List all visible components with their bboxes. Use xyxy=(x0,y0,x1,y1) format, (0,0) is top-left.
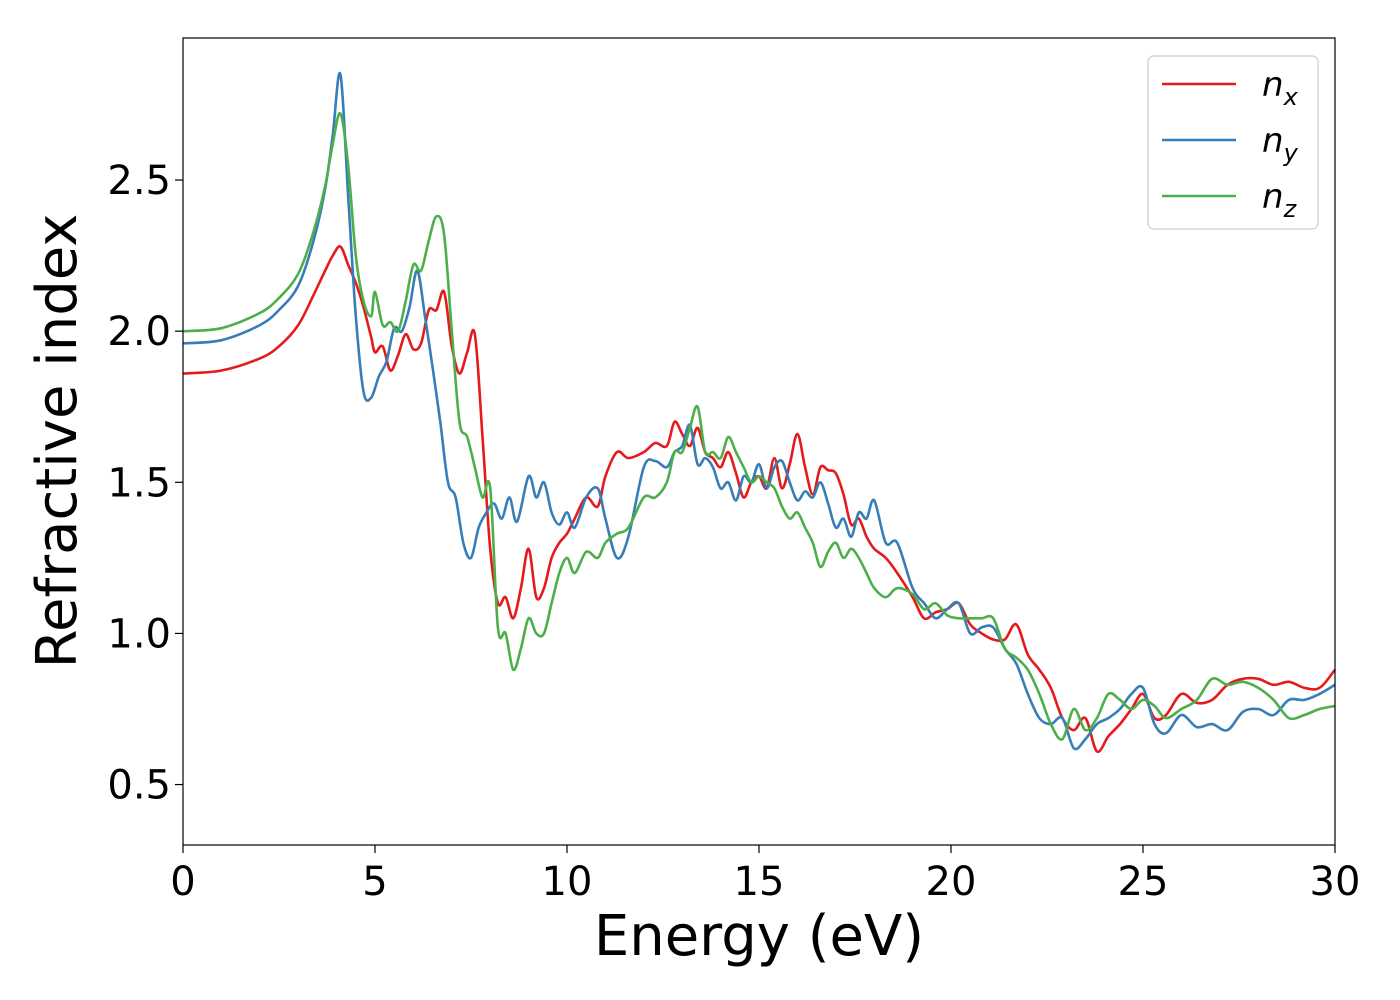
x-tick-label: 15 xyxy=(734,859,785,905)
legend-items: nx ny nz xyxy=(1162,65,1299,223)
legend: nx ny nz xyxy=(1147,55,1319,230)
legend-label-z: nz xyxy=(1262,177,1298,223)
y-tick-label: 1.0 xyxy=(107,611,171,657)
x-axis-label: Energy (eV) xyxy=(594,904,924,969)
y-tick-label: 0.5 xyxy=(107,763,171,809)
y-tick-label: 2.5 xyxy=(107,158,171,204)
x-tick-label: 25 xyxy=(1118,859,1169,905)
y-tick-label: 1.5 xyxy=(107,460,171,506)
x-tick-label: 30 xyxy=(1310,859,1361,905)
legend-box xyxy=(1147,55,1319,230)
series-layer xyxy=(182,71,1337,753)
y-axis-ticks: 0.5 1.0 1.5 2.0 2.5 xyxy=(107,158,183,809)
series-line-y xyxy=(182,71,1336,751)
x-axis-ticks: 0 5 10 15 20 25 30 xyxy=(170,845,1360,905)
y-tick-label: 2.0 xyxy=(107,309,171,355)
x-tick-label: 20 xyxy=(926,859,977,905)
series-line-z xyxy=(182,112,1336,741)
x-tick-label: 10 xyxy=(542,859,593,905)
y-axis-label: Refractive index xyxy=(25,214,90,669)
legend-label-x: nx xyxy=(1262,65,1299,111)
legend-label-y: ny xyxy=(1262,121,1299,167)
x-tick-label: 0 xyxy=(170,859,195,905)
x-tick-label: 5 xyxy=(362,859,387,905)
